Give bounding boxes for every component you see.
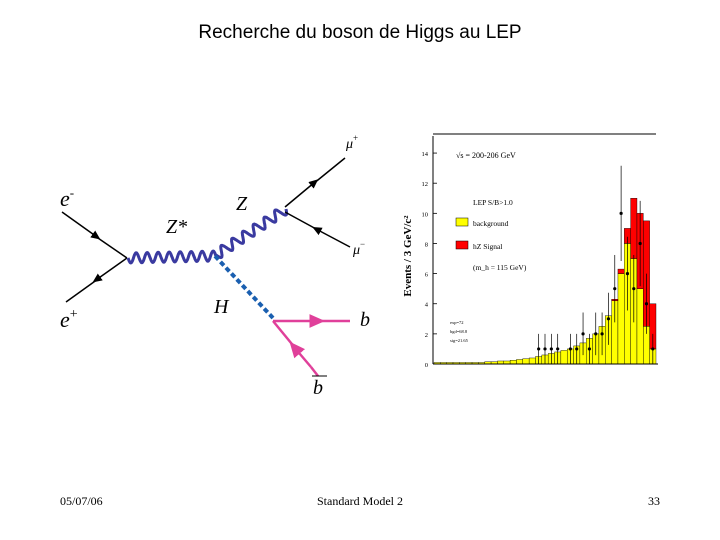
data-point — [638, 241, 642, 246]
data-point — [549, 347, 553, 351]
b-bar-quark-line — [272, 320, 319, 377]
background-bar — [522, 358, 530, 365]
background-bar — [636, 288, 644, 365]
higgs-label: H — [213, 296, 230, 318]
positron-label: e+ — [60, 307, 78, 332]
data-point — [537, 347, 541, 351]
data-point — [606, 317, 611, 321]
legend-signal-swatch — [455, 240, 469, 250]
muon-minus-line — [284, 211, 351, 248]
legend-background-swatch — [455, 217, 469, 227]
footer-date: 05/07/06 — [60, 494, 103, 508]
signal-bar — [630, 198, 638, 259]
data-point — [632, 287, 636, 291]
higgs-search-histogram: Events / 3 GeV/c² 0 2 4 6 8 10 12 14 √s = 200-2… — [402, 133, 658, 369]
b-bar-label: b — [313, 377, 323, 399]
page-number: 33 — [648, 494, 660, 508]
y-tick-label: 0 — [425, 362, 428, 369]
electron-label: e- — [60, 185, 74, 211]
virtual-z-label: Z* — [166, 216, 187, 238]
data-point — [543, 347, 547, 351]
y-tick-label: 12 — [422, 181, 429, 188]
data-point — [644, 302, 649, 306]
y-tick-label: 6 — [425, 272, 429, 279]
stat-bgd: bgd=68.8 — [450, 329, 468, 334]
positron-line — [65, 257, 128, 303]
data-point — [581, 332, 585, 336]
signal-bar — [617, 268, 625, 274]
background-bar — [528, 357, 536, 365]
muon-plus-label: μ+ — [345, 133, 358, 152]
legend-mass-label: (m_h = 115 GeV) — [473, 263, 527, 272]
y-tick-label: 4 — [425, 302, 429, 309]
background-bar — [560, 350, 568, 365]
electron-line — [61, 211, 128, 259]
data-point — [600, 332, 604, 336]
z-boson-line — [215, 208, 289, 260]
chart-legend: LEP S/B>1.0 background hZ Signal (m_h = … — [455, 198, 527, 272]
chart-stats: exp=72 bgd=68.8 sig=21.65 — [450, 320, 469, 343]
data-point — [568, 347, 572, 351]
footer-center: Standard Model 2 — [317, 494, 403, 508]
virtual-z-propagator — [126, 249, 218, 265]
legend-title: LEP S/B>1.0 — [473, 198, 513, 207]
stat-sig: sig=21.65 — [450, 338, 469, 343]
b-quark-label: b — [360, 309, 370, 331]
muon-plus-line — [284, 157, 346, 208]
data-point — [594, 332, 598, 336]
muon-minus-label: μ− — [352, 239, 365, 258]
y-tick-label: 2 — [425, 332, 428, 339]
y-tick-label: 8 — [425, 241, 428, 248]
y-tick-label: 14 — [422, 151, 429, 158]
background-bar — [617, 273, 625, 365]
data-point — [613, 287, 617, 291]
legend-signal-label: hZ Signal — [473, 242, 502, 251]
higgs-line — [213, 254, 275, 320]
chart-ylabel: Events / 3 GeV/c² — [402, 215, 414, 297]
data-point — [575, 347, 579, 351]
slide-title: Recherche du boson de Higgs au LEP — [198, 22, 522, 43]
stat-exp: exp=72 — [450, 320, 464, 325]
data-point — [619, 211, 623, 215]
y-axis-ticks: 0 2 4 6 8 10 12 14 — [422, 151, 437, 369]
data-point — [587, 347, 591, 351]
legend-background-label: background — [473, 219, 509, 228]
data-point — [556, 347, 560, 351]
background-bar — [516, 359, 524, 365]
background-bar — [509, 360, 517, 365]
z-label: Z — [236, 193, 248, 215]
data-point — [625, 272, 630, 276]
chart-header: √s = 200-206 GeV — [456, 151, 516, 160]
data-points — [537, 165, 655, 364]
y-tick-label: 10 — [422, 211, 429, 218]
data-point — [651, 347, 655, 351]
